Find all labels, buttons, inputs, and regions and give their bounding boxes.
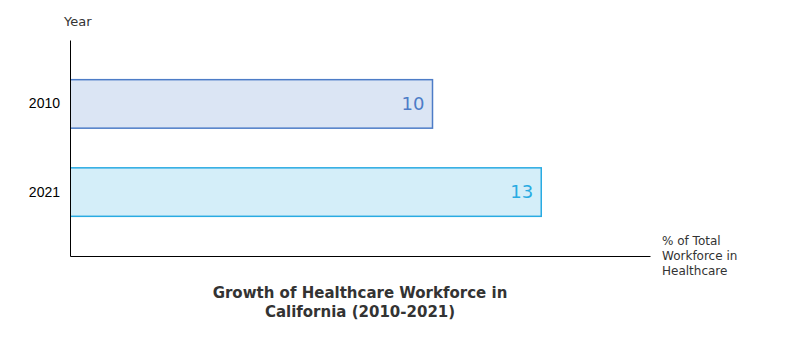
chart: 10 13 2010 2021 Year % of TotalWorkforce inHe… — [0, 0, 800, 348]
title: Growth of Healthcare Workforce inCalifor… — [213, 284, 508, 321]
text-line: Healthcare — [662, 264, 727, 278]
bars — [70, 80, 541, 217]
y-axis-line — [70, 41, 71, 257]
y-tick: 2021 — [29, 184, 70, 200]
y-axis-title: Year — [63, 14, 92, 29]
text-line: Growth of Healthcare Workforce in — [213, 284, 508, 302]
data-label: 10 — [402, 93, 425, 114]
x-axis-title: % of TotalWorkforce inHealthcare — [662, 234, 737, 278]
text-line: Workforce in — [662, 249, 737, 263]
x-axis — [71, 256, 651, 257]
bar — [70, 168, 541, 216]
text-line: % of Total — [662, 234, 721, 248]
y-tick-label: 2010 — [29, 95, 60, 111]
x-axis-line — [71, 256, 651, 257]
text-line: California (2010-2021) — [265, 303, 455, 321]
y-tick: 2010 — [29, 95, 70, 111]
y-axis: 2010 2021 — [29, 41, 71, 257]
data-labels: 10 13 — [402, 93, 534, 202]
y-tick-label: 2021 — [29, 184, 60, 200]
bar — [70, 80, 433, 128]
plot-area: 10 13 2010 2021 Year % of TotalWorkforce inHe… — [29, 14, 738, 278]
data-label: 13 — [510, 181, 533, 202]
